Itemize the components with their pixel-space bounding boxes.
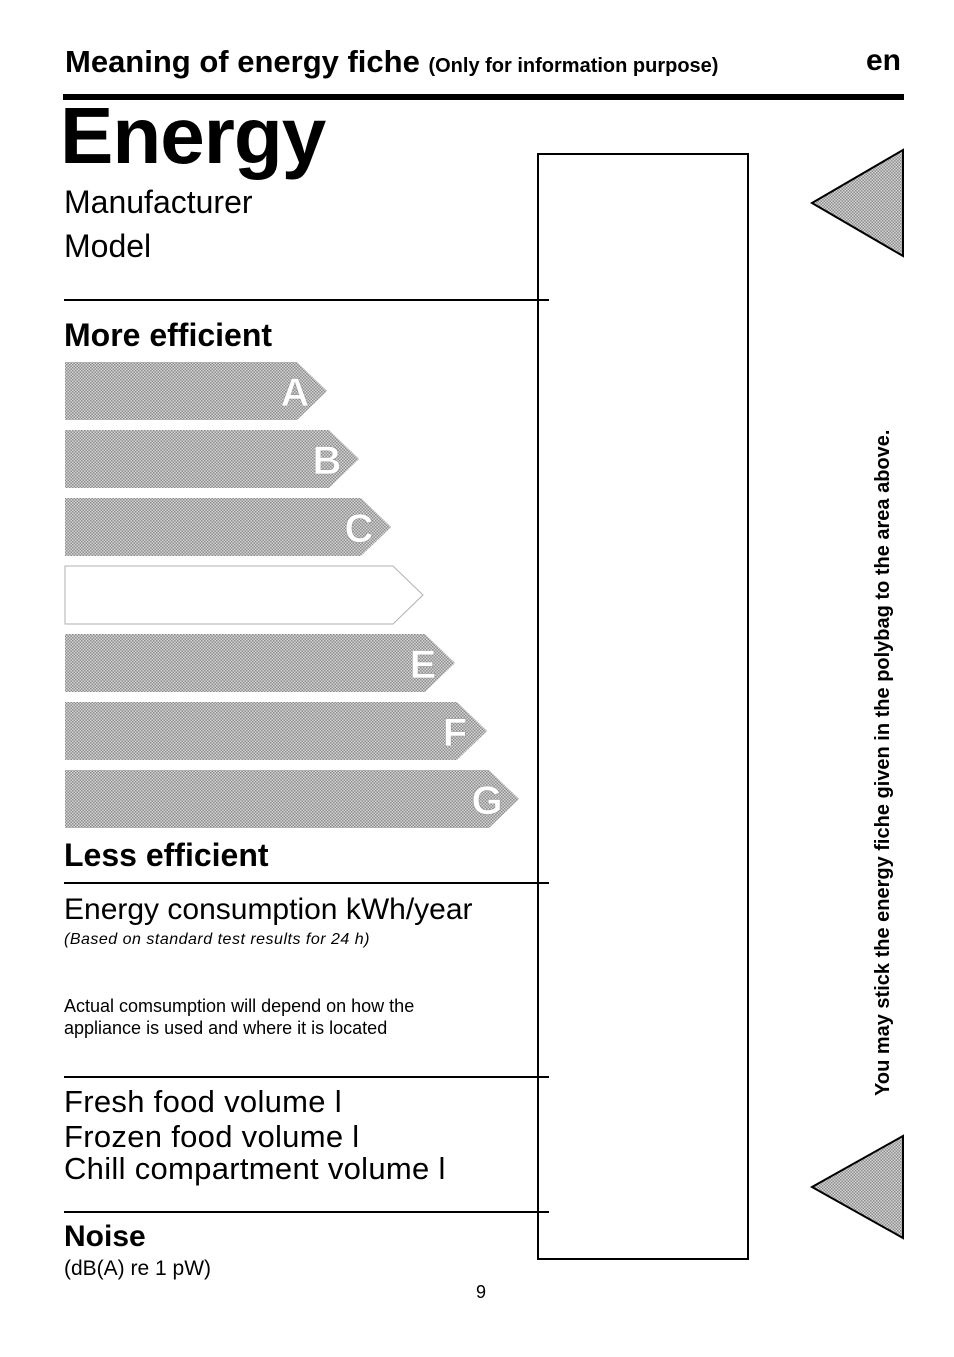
page-number: 9 — [476, 1282, 487, 1302]
energy-title: Energy — [60, 91, 326, 180]
more-efficient-heading: More efficient — [64, 317, 273, 353]
noise-unit: (dB(A) re 1 pW) — [64, 1257, 212, 1280]
energy-consumption-label: Energy consumption kWh/year — [64, 893, 473, 926]
less-efficient-heading: Less efficient — [64, 837, 269, 873]
efficiency-class-c-bar: C — [65, 498, 391, 556]
efficiency-class-letter: A — [281, 371, 310, 415]
noise-heading: Noise — [64, 1220, 146, 1253]
efficiency-class-letter: C — [345, 507, 374, 551]
page-header: Meaning of energy fiche (Only for inform… — [65, 44, 718, 80]
divider — [64, 1211, 549, 1213]
efficiency-class-f-bar: F — [65, 702, 487, 760]
language-code: en — [866, 44, 902, 77]
efficiency-class-letter: G — [471, 779, 502, 823]
header-title: Meaning of energy fiche — [65, 44, 420, 79]
sticker-area — [537, 153, 749, 1260]
efficiency-class-e-bar: E — [65, 634, 455, 692]
header-subtitle: (Only for information purpose) — [428, 55, 719, 77]
consumption-note: (Based on standard test results for 24 h… — [64, 931, 370, 948]
efficiency-class-a-bar: A — [65, 362, 327, 420]
divider — [64, 1076, 549, 1078]
divider — [64, 882, 549, 884]
arrow-left-icon — [810, 148, 904, 258]
efficiency-class-letter: E — [410, 643, 437, 687]
fresh-food-volume-label: Fresh food volume l — [64, 1084, 342, 1119]
model-label: Model — [64, 228, 152, 264]
frozen-food-volume-label: Frozen food volume l — [64, 1119, 360, 1154]
chill-compartment-volume-label: Chill compartment volume l — [64, 1151, 446, 1186]
divider — [64, 299, 549, 301]
efficiency-class-letter: F — [443, 711, 467, 755]
manufacturer-label: Manufacturer — [64, 184, 253, 220]
efficiency-class-b-bar: B — [65, 430, 359, 488]
side-instruction: You may stick the energy fiche given in … — [872, 429, 894, 1096]
header-rule — [63, 94, 904, 100]
efficiency-class-g-bar: G — [65, 770, 519, 828]
efficiency-class-letter: B — [313, 439, 342, 483]
efficiency-class-d-bar — [64, 565, 424, 625]
efficiency-class-bars: ABC EFG — [64, 362, 519, 828]
arrow-left-icon — [810, 1134, 904, 1240]
actual-consumption-note: Actual comsumption will depend on how th… — [64, 996, 415, 1038]
